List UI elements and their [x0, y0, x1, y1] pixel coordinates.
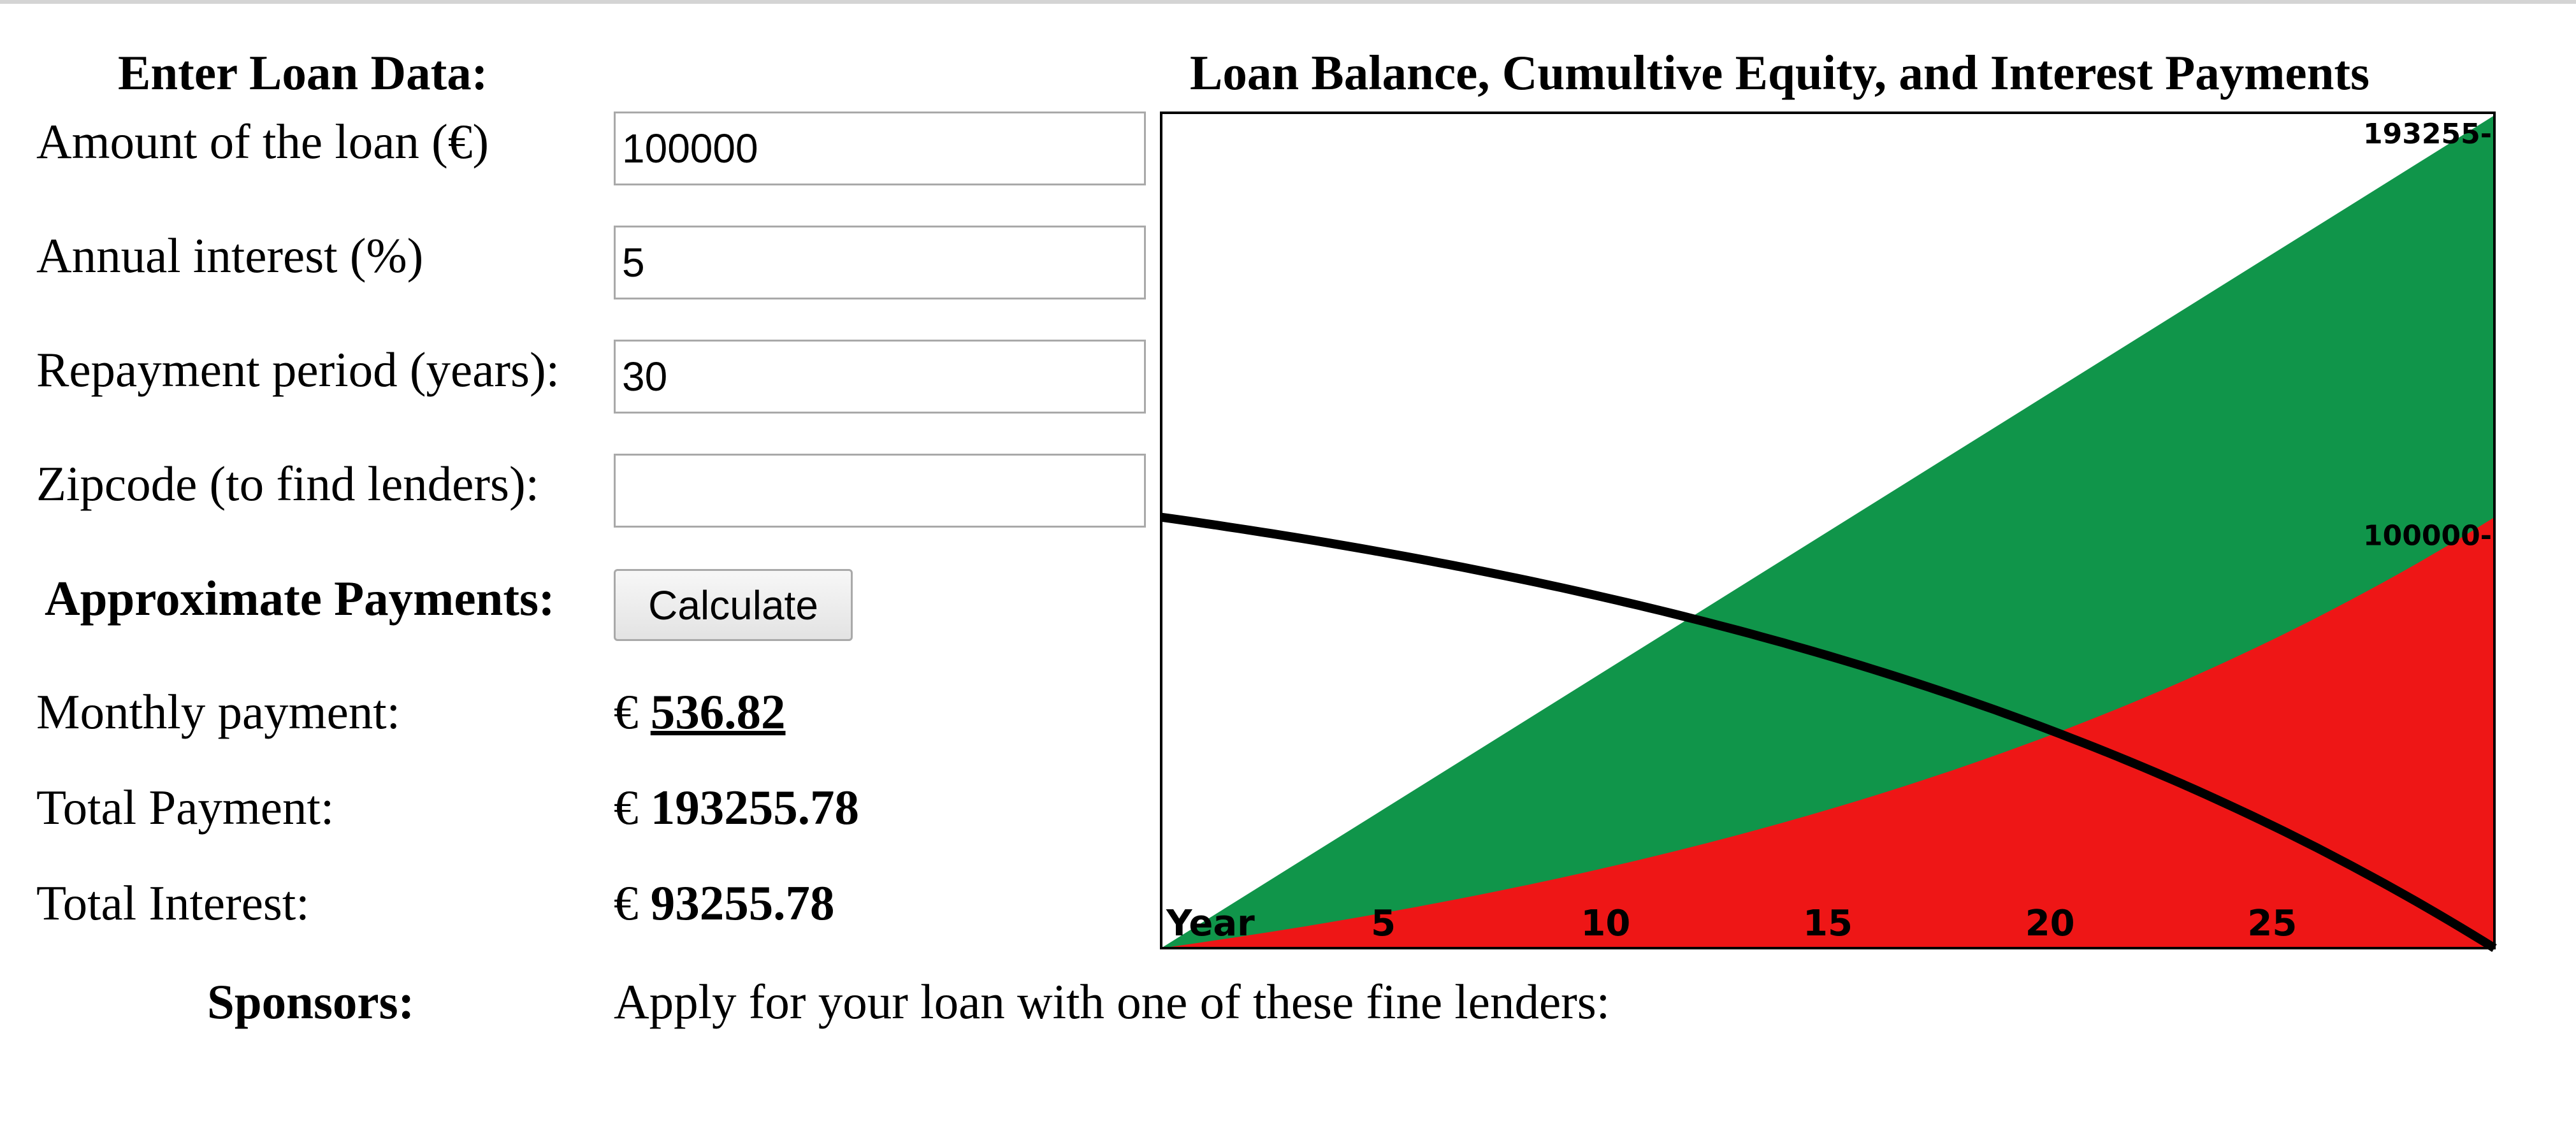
- cumulative-equity-area: [1161, 517, 2494, 948]
- interest-rate-label: Annual interest (%): [36, 228, 424, 283]
- chart-ticks: Year 5 10 15 20 25 193255- 100000-: [1166, 118, 2492, 944]
- chart-frame: [1160, 112, 2496, 949]
- sponsors-label: Sponsors:: [207, 974, 415, 1029]
- x-tick-label: 25: [2247, 903, 2297, 944]
- repayment-period-input[interactable]: [614, 340, 1146, 414]
- y-tick-label: 100000-: [2363, 520, 2492, 552]
- y-tick-label: 193255-: [2363, 118, 2492, 150]
- zipcode-input[interactable]: [614, 454, 1146, 528]
- total-payment-label: Total Payment:: [36, 780, 335, 835]
- monthly-payment-amount[interactable]: 536.82: [650, 684, 786, 739]
- monthly-payment-label: Monthly payment:: [36, 684, 401, 739]
- repayment-period-label: Repayment period (years):: [36, 342, 560, 397]
- loan-amount-label: Amount of the loan (€): [36, 114, 489, 169]
- sponsors-text: Apply for your loan with one of these fi…: [614, 974, 1610, 1029]
- loan-balance-line: [1161, 512, 2497, 952]
- currency-symbol: €: [614, 780, 639, 835]
- monthly-payment-value: € 536.82: [614, 684, 786, 740]
- x-tick-label: 20: [2025, 903, 2075, 944]
- loan-amount-input[interactable]: [614, 112, 1146, 185]
- currency-symbol: €: [614, 684, 639, 739]
- total-interest-amount: 93255.78: [650, 875, 835, 930]
- results-heading: Approximate Payments:: [45, 571, 555, 626]
- top-border: [0, 0, 2576, 4]
- currency-symbol: €: [614, 875, 639, 930]
- chart-title: Loan Balance, Cumultive Equity, and Inte…: [1190, 45, 2370, 100]
- loan-chart: Year 5 10 15 20 25 193255- 100000-: [1160, 112, 2497, 952]
- total-payment-amount: 193255.78: [650, 780, 859, 835]
- x-tick-label: 5: [1371, 903, 1396, 944]
- form-heading: Enter Loan Data:: [118, 45, 488, 100]
- interest-rate-input[interactable]: [614, 226, 1146, 299]
- calculate-button[interactable]: Calculate: [614, 569, 853, 641]
- total-payment-value: € 193255.78: [614, 779, 859, 836]
- x-tick-label: 10: [1581, 903, 1630, 944]
- x-axis-label: Year: [1166, 903, 1255, 944]
- total-interest-label: Total Interest:: [36, 875, 310, 930]
- zipcode-label: Zipcode (to find lenders):: [36, 456, 539, 511]
- x-tick-label: 15: [1803, 903, 1853, 944]
- total-interest-value: € 93255.78: [614, 875, 835, 932]
